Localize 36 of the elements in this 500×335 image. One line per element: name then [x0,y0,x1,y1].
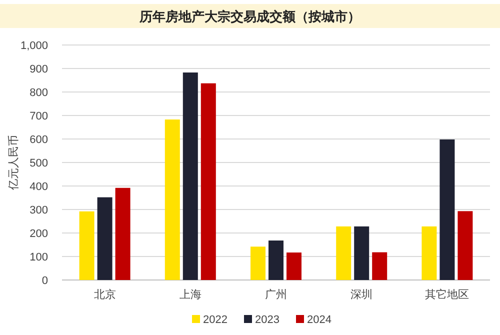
legend-label: 2023 [255,314,280,326]
x-tick-label: 上海 [179,288,202,301]
bar [164,119,180,280]
y-tick-label: 200 [30,228,48,240]
y-tick-label: 1,000 [20,40,48,52]
y-tick-label: 500 [30,158,48,170]
bar [354,226,370,280]
x-tick-label: 北京 [94,288,116,301]
legend-label: 2024 [307,314,332,326]
x-tick-label: 广州 [265,288,287,301]
y-tick-label: 700 [30,110,48,122]
bar [115,188,130,280]
bar [250,246,266,280]
x-tick-label: 深圳 [350,288,373,301]
bar [286,252,302,280]
y-tick-label: 800 [30,87,48,99]
y-tick-label: 0 [42,275,48,287]
bar [440,139,455,280]
bar [200,83,216,280]
x-tick-label: 其它地区 [425,288,470,301]
bar [372,252,388,280]
y-tick-label: 100 [30,252,48,264]
y-tick-label: 400 [30,181,48,193]
y-tick-label: 600 [30,134,48,146]
y-tick-label: 900 [30,64,48,76]
chart-title: 历年房地产大宗交易成交额（按城市） [138,9,360,24]
bar [268,240,284,280]
y-tick-label: 300 [30,204,48,216]
bar [79,211,94,280]
legend-label: 2022 [203,314,228,326]
y-axis-title: 亿元人民币 [7,135,20,191]
bar [97,197,112,280]
bar [182,72,198,280]
bar [422,226,437,280]
bar [458,211,473,280]
bar [336,226,352,280]
